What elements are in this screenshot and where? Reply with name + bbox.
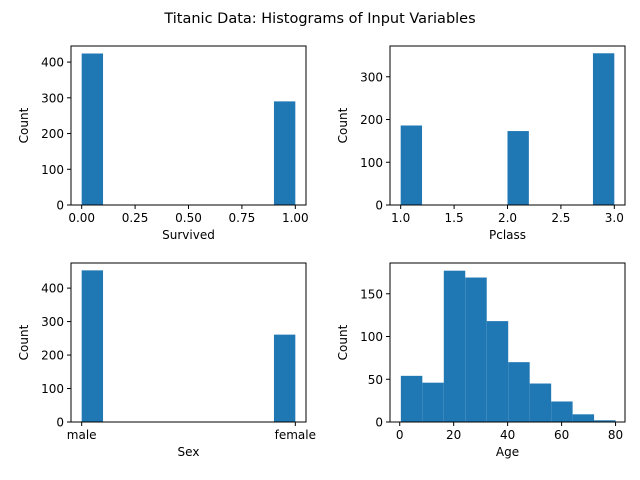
y-tick-label-survived-3: 300: [41, 91, 64, 105]
histogram-bar-age-5: [508, 362, 530, 422]
x-tick-label-pclass-3: 2.5: [551, 211, 570, 225]
y-tick-label-survived-2: 200: [41, 127, 64, 141]
histogram-bar-age-7: [551, 401, 573, 422]
x-tick-label-pclass-0: 1.0: [391, 211, 410, 225]
x-tick-label-sex-1: female: [275, 428, 316, 442]
axes-frame-survived: [70, 45, 307, 206]
x-tick-label-age-4: 80: [608, 428, 623, 442]
x-tick-label-age-1: 20: [446, 428, 461, 442]
x-tick-label-survived-4: 1.00: [282, 211, 309, 225]
y-axis-label-survived: Count: [17, 107, 31, 143]
x-tick-label-sex-0: male: [67, 428, 97, 442]
x-tick-label-pclass-1: 1.5: [445, 211, 464, 225]
y-tick-label-survived-1: 100: [41, 163, 64, 177]
x-axis-label-pclass: Pclass: [489, 228, 526, 242]
x-tick-label-survived-0: 0.00: [68, 211, 95, 225]
histogram-bar-pclass-1: [507, 131, 529, 205]
y-tick-label-sex-4: 400: [41, 282, 64, 296]
histogram-bar-age-4: [486, 321, 509, 422]
subplot-sex: male female 0 100 200 300 400 Sex Count: [17, 262, 316, 459]
x-tick-label-age-0: 0: [396, 428, 404, 442]
y-tick-label-age-2: 100: [360, 330, 383, 344]
y-tick-label-pclass-0: 0: [375, 199, 383, 213]
x-tick-label-survived-1: 0.25: [122, 211, 149, 225]
x-tick-label-survived-2: 0.50: [175, 211, 202, 225]
y-axis-label-age: Count: [336, 324, 350, 360]
y-tick-label-sex-2: 200: [41, 349, 64, 363]
y-tick-label-age-3: 150: [360, 287, 383, 301]
histogram-bar-age-3: [465, 277, 487, 422]
histogram-bar-age-0: [400, 375, 423, 422]
subplot-pclass: 1.0 1.5 2.0 2.5 3.0 0 100 200 300 Pclass Count: [336, 45, 626, 242]
y-tick-label-age-1: 50: [368, 373, 383, 387]
histogram-bar-age-6: [529, 383, 552, 422]
histogram-bar-age-9: [594, 420, 616, 422]
x-tick-label-survived-3: 0.75: [229, 211, 256, 225]
y-axis-label-pclass: Count: [336, 107, 350, 143]
y-tick-label-pclass-1: 100: [360, 156, 383, 170]
y-tick-label-sex-1: 100: [41, 382, 64, 396]
histogram-bar-age-2: [443, 270, 466, 422]
axes-frame-sex: [70, 262, 307, 423]
y-tick-label-survived-4: 400: [41, 56, 64, 70]
x-tick-label-pclass-4: 3.0: [605, 211, 624, 225]
figure-title: Titanic Data: Histograms of Input Variab…: [163, 11, 475, 27]
y-tick-label-pclass-3: 300: [360, 70, 383, 84]
x-axis-label-survived: Survived: [162, 228, 215, 242]
histogram-bar-sex-0: [81, 270, 104, 422]
x-axis-label-age: Age: [496, 445, 519, 459]
histogram-bar-pclass-2: [592, 53, 615, 205]
subplot-age: 0 20 40 60 80 0 50 100 150 Age Count: [336, 262, 626, 459]
histogram-bar-sex-1: [273, 334, 296, 422]
subplot-survived: 0.00 0.25 0.50 0.75 1.00 0 100 200 300 400 Survive…: [17, 45, 309, 242]
y-tick-label-pclass-2: 200: [360, 113, 383, 127]
x-axis-label-sex: Sex: [178, 445, 200, 459]
y-tick-label-sex-3: 300: [41, 315, 64, 329]
y-tick-label-survived-0: 0: [56, 199, 64, 213]
histogram-bar-age-1: [422, 382, 444, 422]
histogram-bar-age-8: [572, 414, 595, 422]
x-tick-label-age-2: 40: [500, 428, 515, 442]
x-tick-label-pclass-2: 2.0: [498, 211, 517, 225]
y-tick-label-age-0: 0: [375, 416, 383, 430]
histogram-bar-pclass-0: [400, 125, 423, 205]
y-axis-label-sex: Count: [17, 324, 31, 360]
histogram-bar-survived-0: [81, 53, 104, 205]
x-tick-label-age-3: 60: [554, 428, 569, 442]
histogram-bar-survived-1: [273, 101, 296, 205]
y-tick-label-sex-0: 0: [56, 416, 64, 430]
